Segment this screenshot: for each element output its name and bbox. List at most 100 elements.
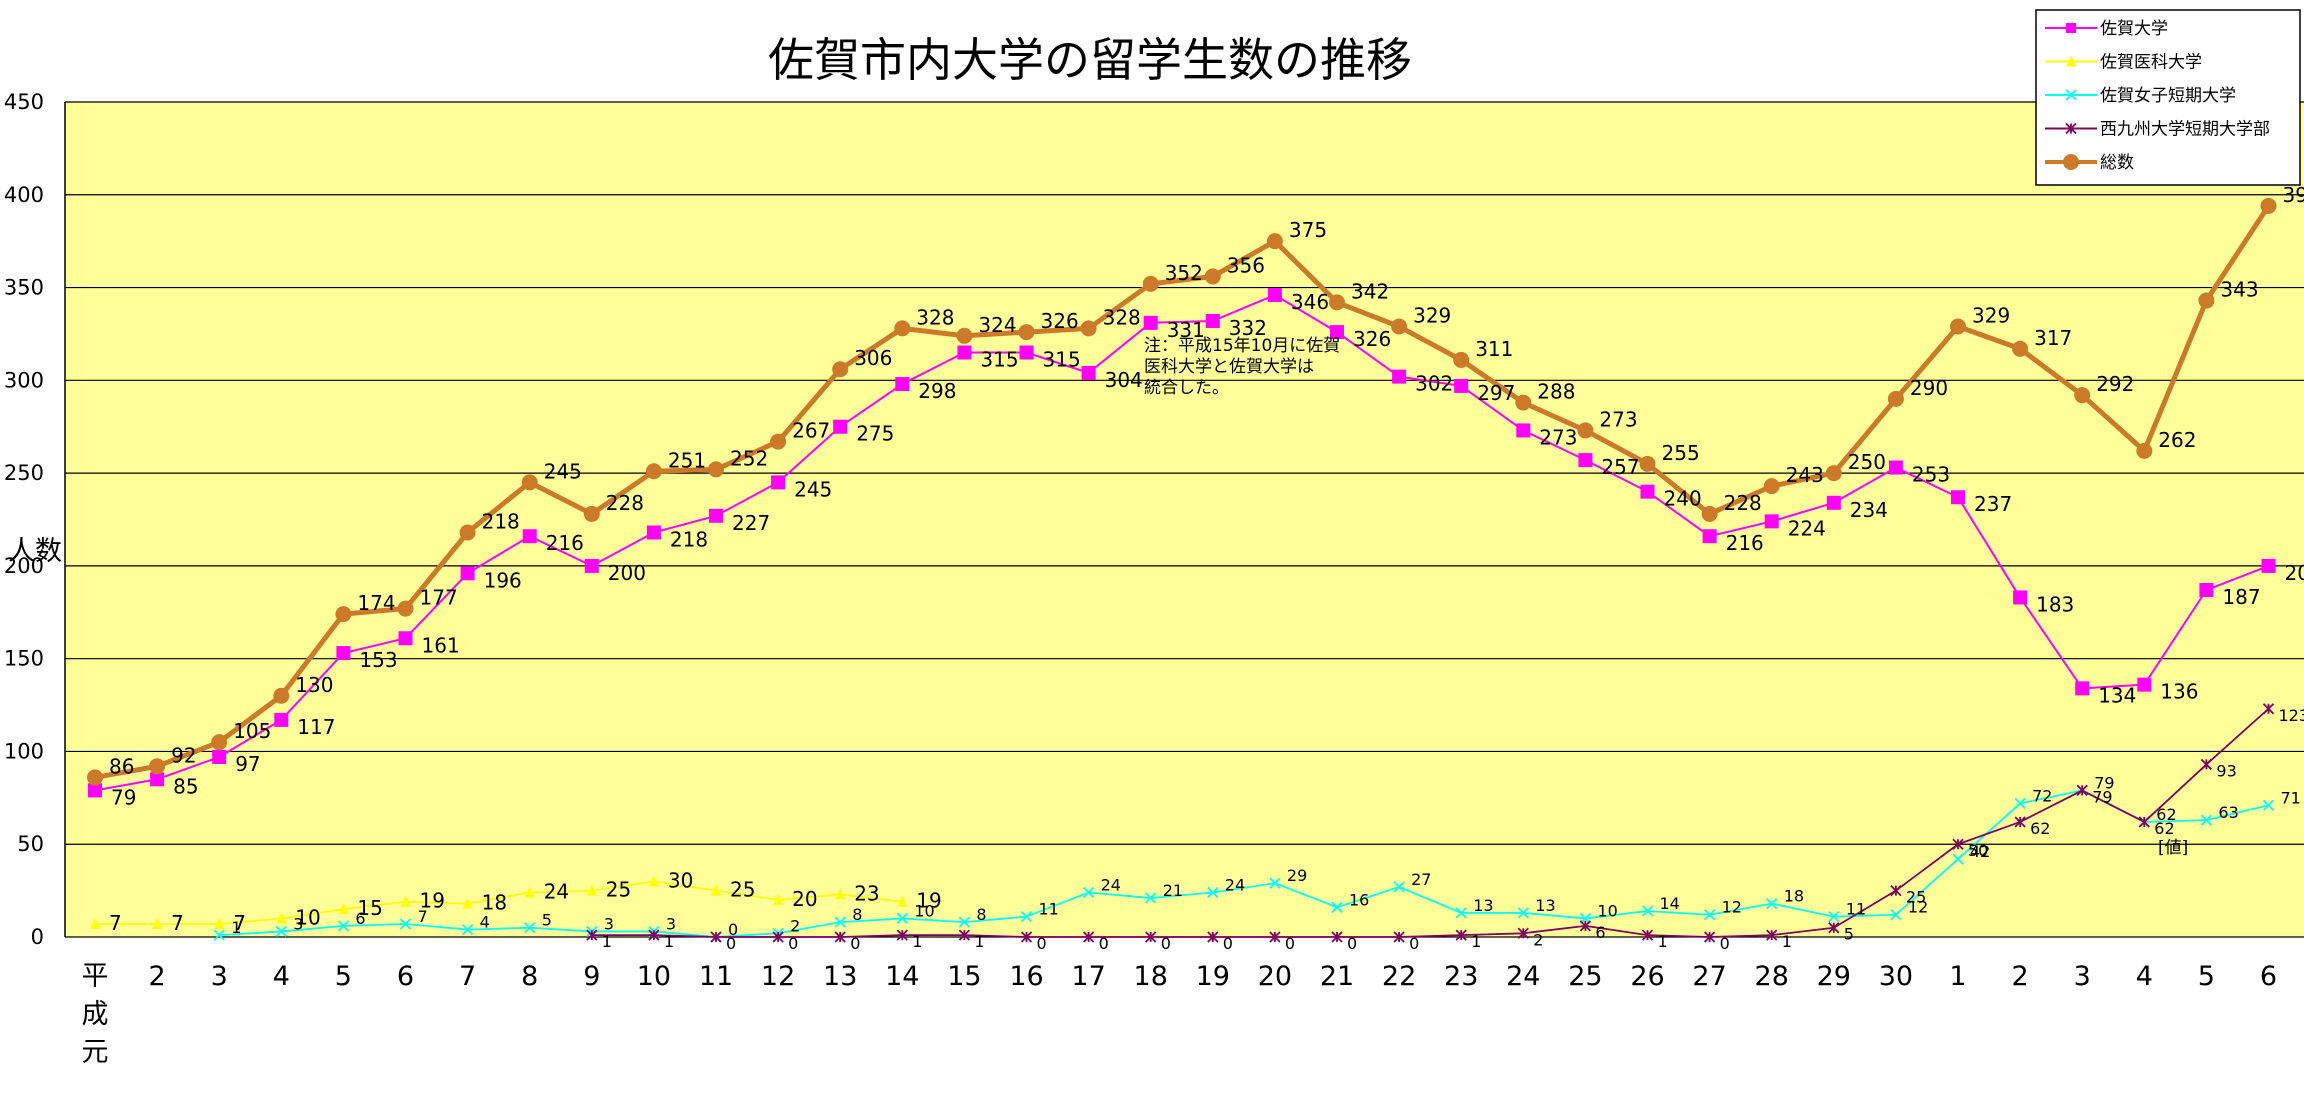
y-tick-label: 100: [4, 739, 44, 763]
data-point: [1393, 881, 1405, 893]
data-label: 216: [1726, 531, 1764, 555]
data-label: 183: [2036, 592, 2074, 616]
series-circle: [87, 197, 2277, 786]
x-tick-label: 27: [1692, 961, 1726, 992]
data-point: [2065, 122, 2077, 135]
data-point: [894, 320, 911, 337]
data-point: [335, 606, 352, 623]
x-tick-label: 30: [1879, 961, 1913, 992]
x-tick-label: 24: [1506, 961, 1540, 992]
data-label: 304: [1105, 368, 1143, 392]
data-label: 62: [2156, 805, 2176, 824]
data-point: [2066, 55, 2076, 67]
data-label: 10: [914, 901, 934, 920]
data-label: 79: [2094, 773, 2114, 792]
data-point: [338, 903, 349, 915]
data-label: 24: [544, 879, 569, 903]
data-label: 18: [1784, 887, 1804, 906]
data-point: [1018, 324, 1035, 341]
data-point: [1454, 378, 1469, 393]
data-label: 375: [1289, 218, 1327, 242]
data-label: 302: [1415, 372, 1453, 396]
data-point: [1331, 931, 1343, 943]
data-point: [1080, 320, 1097, 337]
data-point: [2013, 590, 2028, 605]
data-point: [1145, 931, 1157, 943]
data-label: 24: [1101, 875, 1121, 894]
y-axis-label: 人数: [8, 536, 62, 567]
data-label: 79: [111, 785, 136, 809]
x-tick-label: 4: [273, 961, 290, 992]
data-point: [213, 929, 225, 941]
y-tick-label: 300: [4, 368, 44, 392]
data-label: 12: [1722, 898, 1742, 917]
data-point: [956, 327, 973, 344]
data-label: 329: [1972, 304, 2010, 328]
data-label: 25: [730, 878, 755, 902]
data-point: [770, 433, 787, 450]
data-point: [1391, 318, 1408, 335]
data-label: 134: [2098, 683, 2136, 707]
data-label: 6: [355, 909, 365, 928]
data-label: 50: [1968, 841, 1988, 860]
data-label: 24: [1225, 875, 1245, 894]
data-label: 85: [173, 774, 198, 798]
data-label: 2: [790, 916, 800, 935]
data-point: [1267, 287, 1282, 302]
data-label: 297: [1477, 381, 1515, 405]
data-point: [648, 929, 660, 941]
y-tick-label: 250: [4, 461, 44, 485]
data-point: [1329, 294, 1345, 311]
value-placeholder: [値]: [2158, 838, 2188, 858]
data-label: 6: [1595, 923, 1605, 942]
data-label: 97: [235, 752, 260, 776]
data-label: 0: [1409, 934, 1419, 953]
data-label: 63: [2218, 803, 2238, 822]
data-label: 0: [1347, 934, 1357, 953]
data-point: [275, 925, 287, 938]
data-label: 1: [231, 918, 241, 937]
data-point: [521, 474, 538, 491]
data-label: 13: [1535, 896, 1555, 915]
data-point: [1887, 390, 1904, 407]
data-label: 228: [606, 491, 644, 515]
x-tick-label: 14: [885, 961, 919, 992]
data-point: [586, 929, 598, 941]
data-label: 329: [1413, 304, 1451, 328]
data-point: [211, 734, 228, 751]
data-point: [2065, 89, 2077, 101]
data-point: [1266, 233, 1283, 250]
data-point: [1330, 325, 1344, 340]
data-label: 3: [293, 914, 303, 933]
data-point: [2198, 292, 2215, 309]
y-axis-ticks: 0 50 100 150 200 250 300 350 400 450: [4, 90, 44, 949]
x-tick-label: 6: [397, 961, 414, 992]
data-label: 7: [418, 907, 428, 926]
data-point: [1890, 909, 1902, 921]
data-label: 245: [794, 477, 832, 501]
data-label: 326: [1353, 327, 1391, 351]
data-label: 1: [912, 932, 922, 951]
data-label: 306: [854, 346, 892, 370]
data-label: 18: [482, 891, 507, 915]
data-point: [958, 929, 971, 941]
chart-title: 佐賀市内大学の留学生数の推移: [768, 33, 1412, 87]
x-tick-label: 15: [947, 961, 981, 992]
data-point: [1204, 268, 1221, 285]
data-label: 5: [542, 911, 552, 930]
data-point: [524, 886, 535, 898]
legend-label: 佐賀女子短期大学: [2100, 86, 2236, 106]
data-point: [1641, 905, 1654, 917]
data-point: [1515, 394, 1532, 411]
data-point: [584, 558, 599, 573]
data-label: 0: [1223, 934, 1233, 953]
legend-box: [2035, 9, 2301, 186]
data-point: [398, 631, 413, 646]
x-tick-label: 1: [1949, 961, 1966, 992]
data-label: 326: [1041, 309, 1079, 333]
data-label: 216: [546, 531, 584, 555]
data-label: 227: [732, 511, 770, 535]
data-label: 243: [1786, 463, 1824, 487]
data-label: 331: [1167, 318, 1205, 342]
